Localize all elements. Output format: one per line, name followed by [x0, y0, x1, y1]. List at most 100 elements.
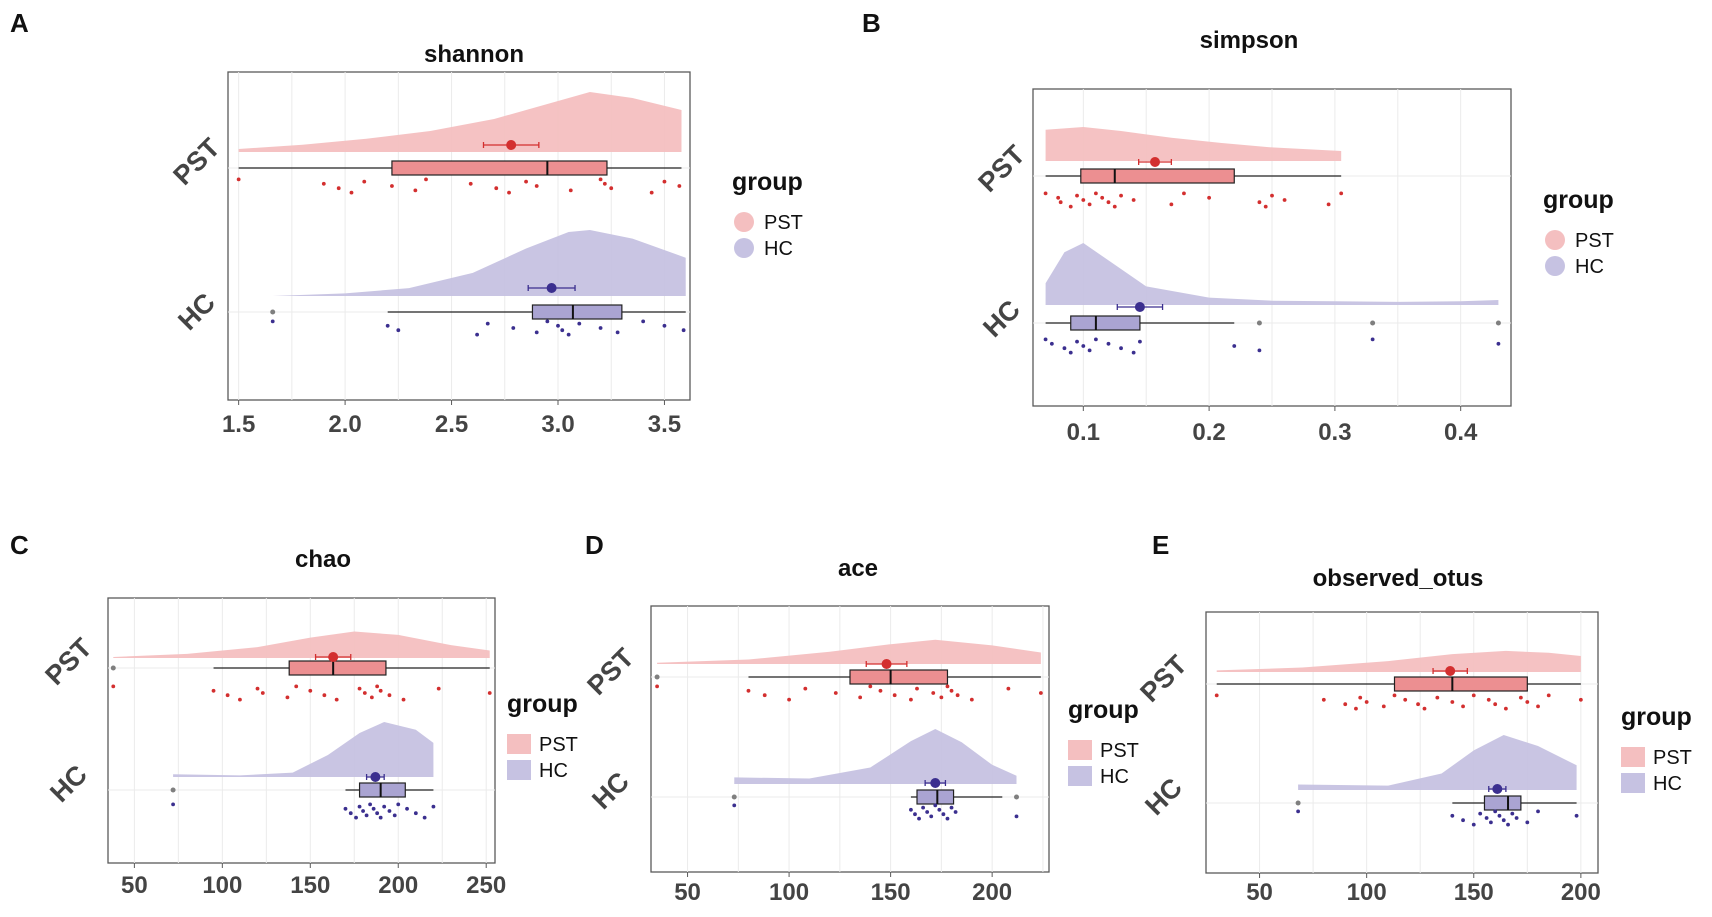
data-point-pst: [1081, 198, 1086, 202]
data-point-pst: [401, 697, 406, 702]
data-point-hc: [1450, 813, 1455, 818]
density-cloud-pst: [113, 631, 490, 658]
data-point-pst: [1364, 700, 1369, 704]
data-point-pst: [1106, 200, 1111, 205]
data-point-pst: [378, 688, 383, 693]
data-point-pst: [1282, 198, 1287, 202]
x-tick-label: 3.5: [648, 411, 681, 438]
data-point-pst: [413, 188, 418, 193]
data-point-pst: [308, 688, 313, 693]
data-point-hc: [1081, 344, 1086, 348]
data-point-pst: [387, 693, 392, 698]
legend: group PST HC: [1543, 186, 1614, 278]
data-point-pst: [803, 686, 808, 691]
data-point-hc: [732, 803, 737, 808]
legend-label-hc: HC: [764, 238, 793, 260]
data-point-hc: [1014, 814, 1019, 819]
panel-c: chao 50 100 150 200 250 PST HC group PST HC: [39, 546, 577, 899]
data-point-pst: [111, 684, 116, 689]
data-point-hc: [511, 326, 516, 330]
panel-a: shannon 1.5 2.0 2.5 3.0 3.5 PST HC group PST HC: [167, 41, 802, 438]
data-point-hc: [1043, 337, 1048, 342]
data-point-pst: [649, 190, 654, 195]
data-point-pst: [211, 688, 216, 693]
data-point-pst: [1422, 706, 1427, 711]
outlier-point-hc: [1256, 320, 1262, 326]
data-point-hc: [371, 806, 376, 811]
data-point-pst: [655, 684, 659, 689]
x-tick-label: 150: [1454, 879, 1494, 906]
data-point-pst: [349, 190, 354, 195]
density-cloud-hc: [272, 230, 686, 296]
data-point-hc: [1049, 341, 1054, 346]
data-point-pst: [955, 693, 960, 698]
chart-title: ace: [838, 555, 878, 582]
data-point-pst: [238, 697, 242, 702]
x-tick-label: 250: [466, 872, 506, 899]
data-point-pst: [260, 691, 265, 695]
outlier-point-hc: [731, 794, 737, 800]
data-point-pst: [375, 684, 380, 689]
y-tick-label: PST: [972, 139, 1031, 198]
data-point-hc: [485, 321, 490, 326]
panel-e: observed_otus 50 100 150 200 PST HC group PST HC: [1134, 565, 1691, 906]
mean-point-pst: [506, 140, 517, 150]
legend-key-hc: [734, 238, 754, 258]
data-point-pst: [357, 686, 362, 691]
mean-point-hc: [370, 772, 381, 782]
outlier-point-hc: [170, 787, 176, 793]
data-point-hc: [1062, 346, 1067, 351]
data-point-pst: [762, 693, 767, 698]
outlier-point-hc: [270, 309, 276, 315]
legend-key-pst: [507, 734, 531, 754]
x-tick-label: 200: [378, 872, 418, 899]
data-point-hc: [422, 815, 427, 820]
panel-letter-b: B: [862, 8, 881, 38]
mean-point-hc: [930, 778, 941, 788]
x-tick-label: 2.0: [328, 411, 361, 438]
data-point-pst: [1207, 195, 1212, 200]
data-point-hc: [1574, 813, 1579, 818]
data-point-pst: [1578, 697, 1583, 702]
data-point-pst: [322, 693, 327, 698]
data-point-hc: [909, 807, 913, 812]
data-point-hc: [1497, 813, 1502, 818]
box-hc: [531, 304, 623, 320]
panel-d: ace 50 100 150 200 PST HC group PST HC: [581, 555, 1138, 906]
data-point-pst: [1043, 191, 1048, 196]
data-point-hc: [913, 812, 917, 817]
data-point-pst: [1100, 195, 1105, 200]
data-point-hc: [1257, 348, 1262, 353]
data-point-pst: [1068, 204, 1073, 209]
data-point-pst: [1536, 704, 1540, 709]
data-point-hc: [475, 332, 479, 337]
data-point-pst: [285, 695, 290, 700]
data-point-hc: [1087, 348, 1092, 353]
panel-letter-a: A: [10, 8, 29, 38]
data-point-hc: [1510, 811, 1515, 816]
data-point-hc: [1493, 809, 1498, 814]
data-point-pst: [746, 688, 751, 693]
data-point-pst: [1056, 195, 1061, 200]
legend-key-hc: [1545, 256, 1565, 276]
density-cloud-pst: [657, 639, 1041, 664]
x-tick-label: 200: [972, 879, 1012, 906]
data-point-pst: [969, 697, 974, 702]
box-hc: [358, 782, 406, 798]
data-point-pst: [1087, 202, 1092, 207]
data-point-pst: [468, 181, 473, 186]
mean-point-pst: [1445, 666, 1456, 676]
data-point-pst: [225, 693, 230, 698]
x-tick-label: 0.2: [1192, 419, 1225, 446]
legend-label-pst: PST: [764, 212, 803, 234]
data-point-hc: [598, 326, 603, 330]
outlier-point-hc: [1014, 794, 1020, 800]
data-point-pst: [1257, 200, 1262, 205]
data-point-pst: [1169, 202, 1174, 207]
mean-point-hc: [1492, 784, 1503, 794]
box-hc: [1483, 795, 1522, 811]
x-tick-label: 2.5: [435, 411, 468, 438]
y-tick-label: HC: [977, 294, 1026, 343]
data-point-pst: [1214, 693, 1219, 698]
data-point-hc: [953, 810, 958, 814]
